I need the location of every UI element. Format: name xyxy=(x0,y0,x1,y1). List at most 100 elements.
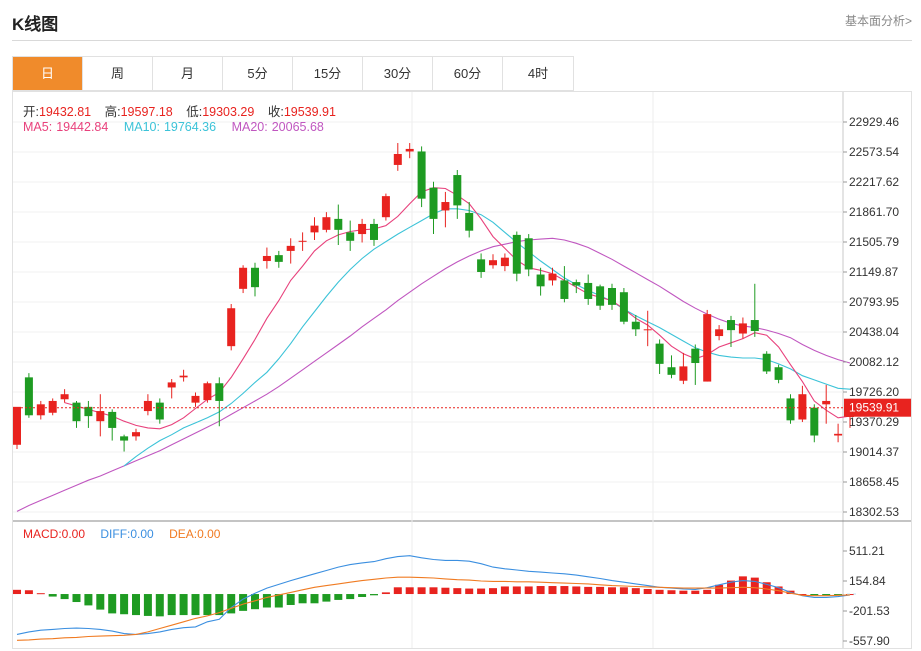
macd-bar xyxy=(227,594,236,614)
candle xyxy=(405,143,414,159)
candle xyxy=(477,253,486,278)
candle xyxy=(560,266,569,303)
candle xyxy=(500,253,509,272)
low-value: 19303.29 xyxy=(202,105,255,119)
tab-day[interactable]: 日 xyxy=(13,57,83,90)
macd-bar xyxy=(310,594,319,604)
kline-chart[interactable]: 22929.46 22573.54 22217.62 21861.70 21505.79… xyxy=(13,92,911,648)
candle-body xyxy=(643,329,652,331)
candle-body xyxy=(48,400,57,413)
macd-bar xyxy=(346,594,355,600)
candle-body xyxy=(786,398,795,421)
ma5-label: MA5: xyxy=(23,120,53,134)
macd-tick-label: -201.53 xyxy=(849,604,890,618)
macd-bar xyxy=(453,588,462,595)
candle-body xyxy=(715,329,724,337)
candle xyxy=(60,389,69,403)
candle-body xyxy=(500,257,509,267)
moving-average-lines xyxy=(16,187,851,512)
macd-bar xyxy=(524,586,533,595)
candle xyxy=(203,381,212,403)
ma20-line xyxy=(16,237,851,512)
macd-bar xyxy=(262,594,271,608)
candle-body xyxy=(155,402,164,420)
candle-body xyxy=(619,292,628,322)
candle xyxy=(524,234,533,277)
macd-bar xyxy=(203,594,212,616)
tab-month[interactable]: 月 xyxy=(153,57,223,90)
macd-bar xyxy=(810,594,819,596)
candle xyxy=(715,325,724,341)
macd-bar xyxy=(619,587,628,595)
candle xyxy=(489,254,497,269)
fundamental-analysis-link[interactable]: 基本面分析> xyxy=(844,14,912,28)
candle xyxy=(132,428,140,441)
macd-series xyxy=(13,555,856,641)
candle-body xyxy=(834,433,843,436)
macd-bar xyxy=(500,586,509,595)
price-tick-label: 21505.79 xyxy=(849,235,899,249)
candle xyxy=(429,181,438,235)
macd-tick-label: 154.84 xyxy=(849,574,886,588)
candle xyxy=(84,400,93,428)
candle xyxy=(810,404,819,443)
candle-body xyxy=(584,282,593,299)
candle xyxy=(370,218,378,246)
candle xyxy=(381,193,390,221)
macd-bar xyxy=(167,594,176,616)
candle-body xyxy=(310,225,319,233)
candle-body xyxy=(84,406,93,417)
candle-body xyxy=(24,377,33,416)
price-tick-label: 21149.87 xyxy=(849,265,898,279)
candle-body xyxy=(679,366,688,381)
candle-body xyxy=(179,375,188,378)
candle xyxy=(465,202,474,238)
open-value: 19432.81 xyxy=(38,105,92,119)
price-tick-label: 19370.29 xyxy=(849,415,899,429)
candle xyxy=(822,384,831,424)
candle xyxy=(643,310,652,347)
candle-body xyxy=(465,212,474,231)
macd-bar xyxy=(691,590,700,595)
tab-60min[interactable]: 60分 xyxy=(433,57,503,90)
candle xyxy=(762,351,771,374)
macd-bar xyxy=(48,594,57,597)
macd-bar xyxy=(834,594,843,596)
candle xyxy=(120,434,129,452)
candle-body xyxy=(477,259,486,272)
macd-bar xyxy=(643,588,652,595)
close-label: 收: xyxy=(267,105,284,119)
candle xyxy=(727,315,735,348)
candle-body xyxy=(572,282,581,286)
candle xyxy=(36,400,45,420)
candle-body xyxy=(215,383,224,401)
candle xyxy=(310,217,319,240)
candle xyxy=(619,288,628,325)
candle-body xyxy=(381,196,390,218)
tab-week[interactable]: 周 xyxy=(83,57,153,90)
candle xyxy=(584,274,593,305)
candle-body xyxy=(96,411,105,422)
candle-body xyxy=(167,382,176,388)
tab-15min[interactable]: 15分 xyxy=(293,57,363,90)
candle xyxy=(631,314,640,337)
tab-30min[interactable]: 30分 xyxy=(363,57,433,90)
candle-body xyxy=(750,320,759,331)
dea-label: DEA: xyxy=(169,527,198,541)
candle xyxy=(596,284,605,310)
ma20-value: 20065.68 xyxy=(271,120,324,134)
candle-body xyxy=(346,232,355,241)
candle xyxy=(786,394,795,424)
tab-4hour[interactable]: 4时 xyxy=(527,66,549,81)
macd-label: MACD: xyxy=(23,527,62,541)
candle xyxy=(298,232,307,251)
candle-body xyxy=(738,323,747,334)
macd-bar xyxy=(822,594,831,596)
tab-5min[interactable]: 5分 xyxy=(223,57,293,90)
candle-body xyxy=(251,267,259,288)
candle-body xyxy=(72,402,81,422)
candle-body xyxy=(227,308,236,347)
price-tick-label: 19014.37 xyxy=(849,445,899,459)
price-tick-label: 22573.54 xyxy=(849,145,899,159)
macd-bar xyxy=(560,586,569,595)
